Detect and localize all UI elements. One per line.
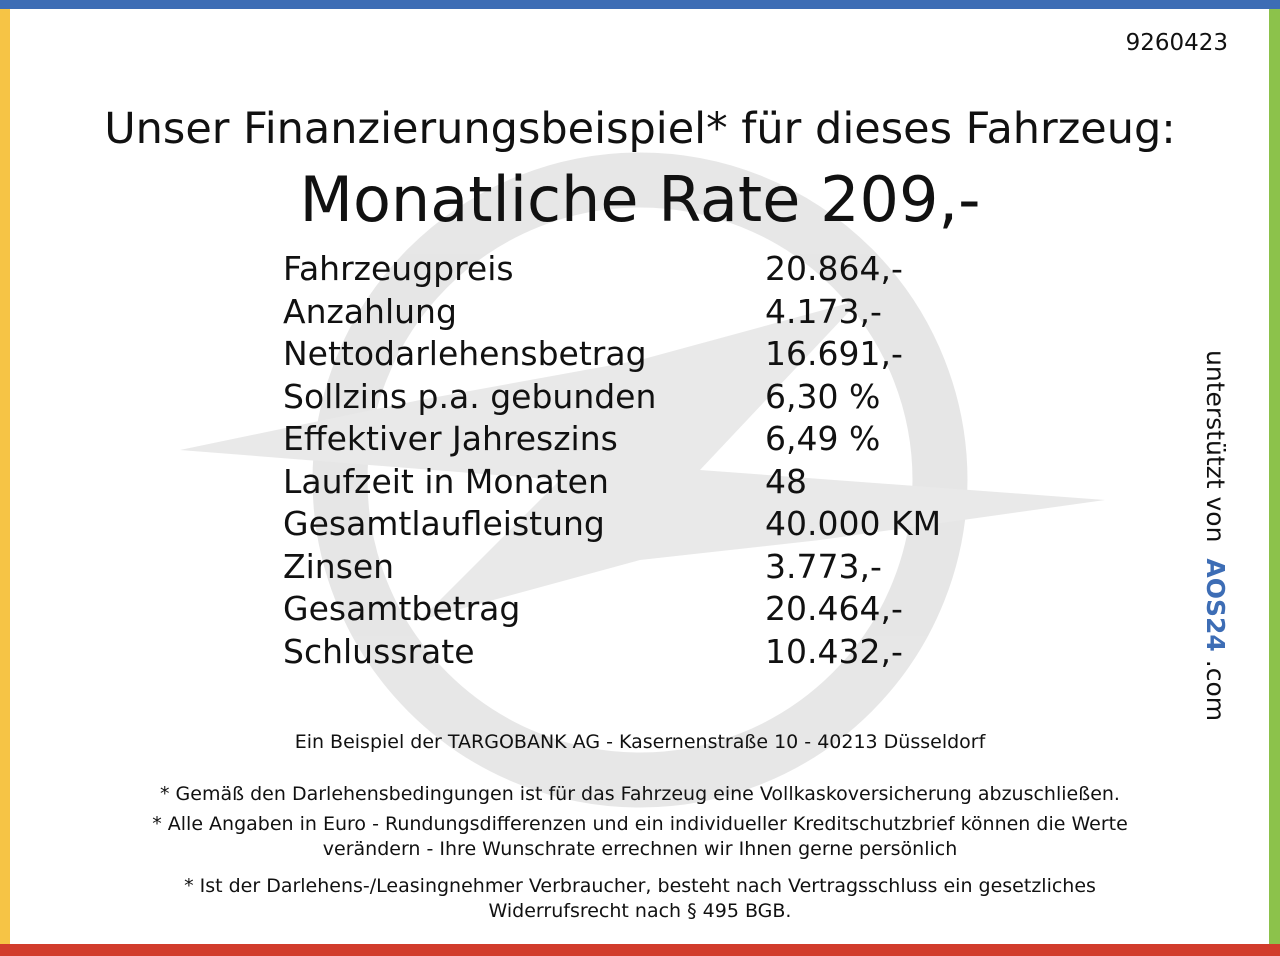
row-value: 10.432,- [765,631,903,671]
note-line: Widerrufsrecht nach § 495 BGB. [488,900,792,922]
table-row: Laufzeit in Monaten 48 [283,461,807,501]
row-label: Fahrzeugpreis [283,249,514,288]
sidebar: unterstützt von AOS24 .com [1201,350,1230,721]
row-value: 48 [765,461,807,501]
note: * Alle Angaben in Euro - Rundungsdiffere… [10,812,1270,862]
sidebar-suffix: .com [1201,659,1230,722]
row-label: Schlussrate [283,631,475,671]
row-value: 6,30 % [765,376,881,416]
row-value: 40.000 KM [765,504,942,543]
row-label: Gesamtbetrag [283,589,521,628]
left-border [0,9,10,944]
row-label: Laufzeit in Monaten [283,461,609,501]
sidebar-logo: AOS24 [1201,558,1230,652]
top-border [0,0,1280,9]
bank-info: Ein Beispiel der TARGOBANK AG - Kasernen… [294,731,986,753]
row-value: 6,49 % [765,419,881,458]
row-label: Sollzins p.a. gebunden [283,376,657,416]
sidebar-text: unterstützt von [1201,350,1230,543]
table-row: Zinsen 3.773,- [283,546,882,586]
row-value: 16.691,- [765,334,903,373]
table-row: Effektiver Jahreszins 6,49 % [283,419,880,458]
note: * Ist der Darlehens-/Leasingnehmer Verbr… [10,874,1270,924]
row-label: Anzahlung [283,291,457,331]
table-row: Sollzins p.a. gebunden 6,30 % [283,376,880,416]
table-row: Schlussrate 10.432,- [283,631,903,671]
row-value: 20.464,- [765,589,903,628]
table-row: Anzahlung 4.173,- [283,291,882,331]
title: Unser Finanzierungsbeispiel* für dieses … [104,104,1176,154]
note-line: verändern - Ihre Wunschrate errechnen wi… [322,838,958,860]
table-row: Fahrzeugpreis 20.864,- [283,249,903,288]
note-line: * Gemäß den Darlehensbedingungen ist für… [160,783,1120,805]
row-label: Gesamtlaufleistung [283,504,605,543]
vehicle-id: 9260423 [1125,30,1228,56]
right-border [1269,9,1280,944]
note: * Gemäß den Darlehensbedingungen ist für… [10,782,1270,807]
row-label: Nettodarlehensbetrag [283,334,647,373]
table-row: Gesamtbetrag 20.464,- [283,589,903,628]
table-row: Gesamtlaufleistung 40.000 KM [283,504,941,543]
row-label: Effektiver Jahreszins [283,419,618,458]
row-value: 3.773,- [765,546,882,586]
row-label: Zinsen [283,546,395,586]
note-line: * Alle Angaben in Euro - Rundungsdiffere… [152,813,1128,835]
row-value: 20.864,- [765,249,903,288]
bottom-border [0,944,1280,956]
table-row: Nettodarlehensbetrag 16.691,- [283,334,903,373]
watermark-logo [180,152,1105,808]
rate: Monatliche Rate 209,- [299,163,981,236]
note-line: * Ist der Darlehens-/Leasingnehmer Verbr… [184,875,1096,897]
row-value: 4.173,- [765,291,882,331]
